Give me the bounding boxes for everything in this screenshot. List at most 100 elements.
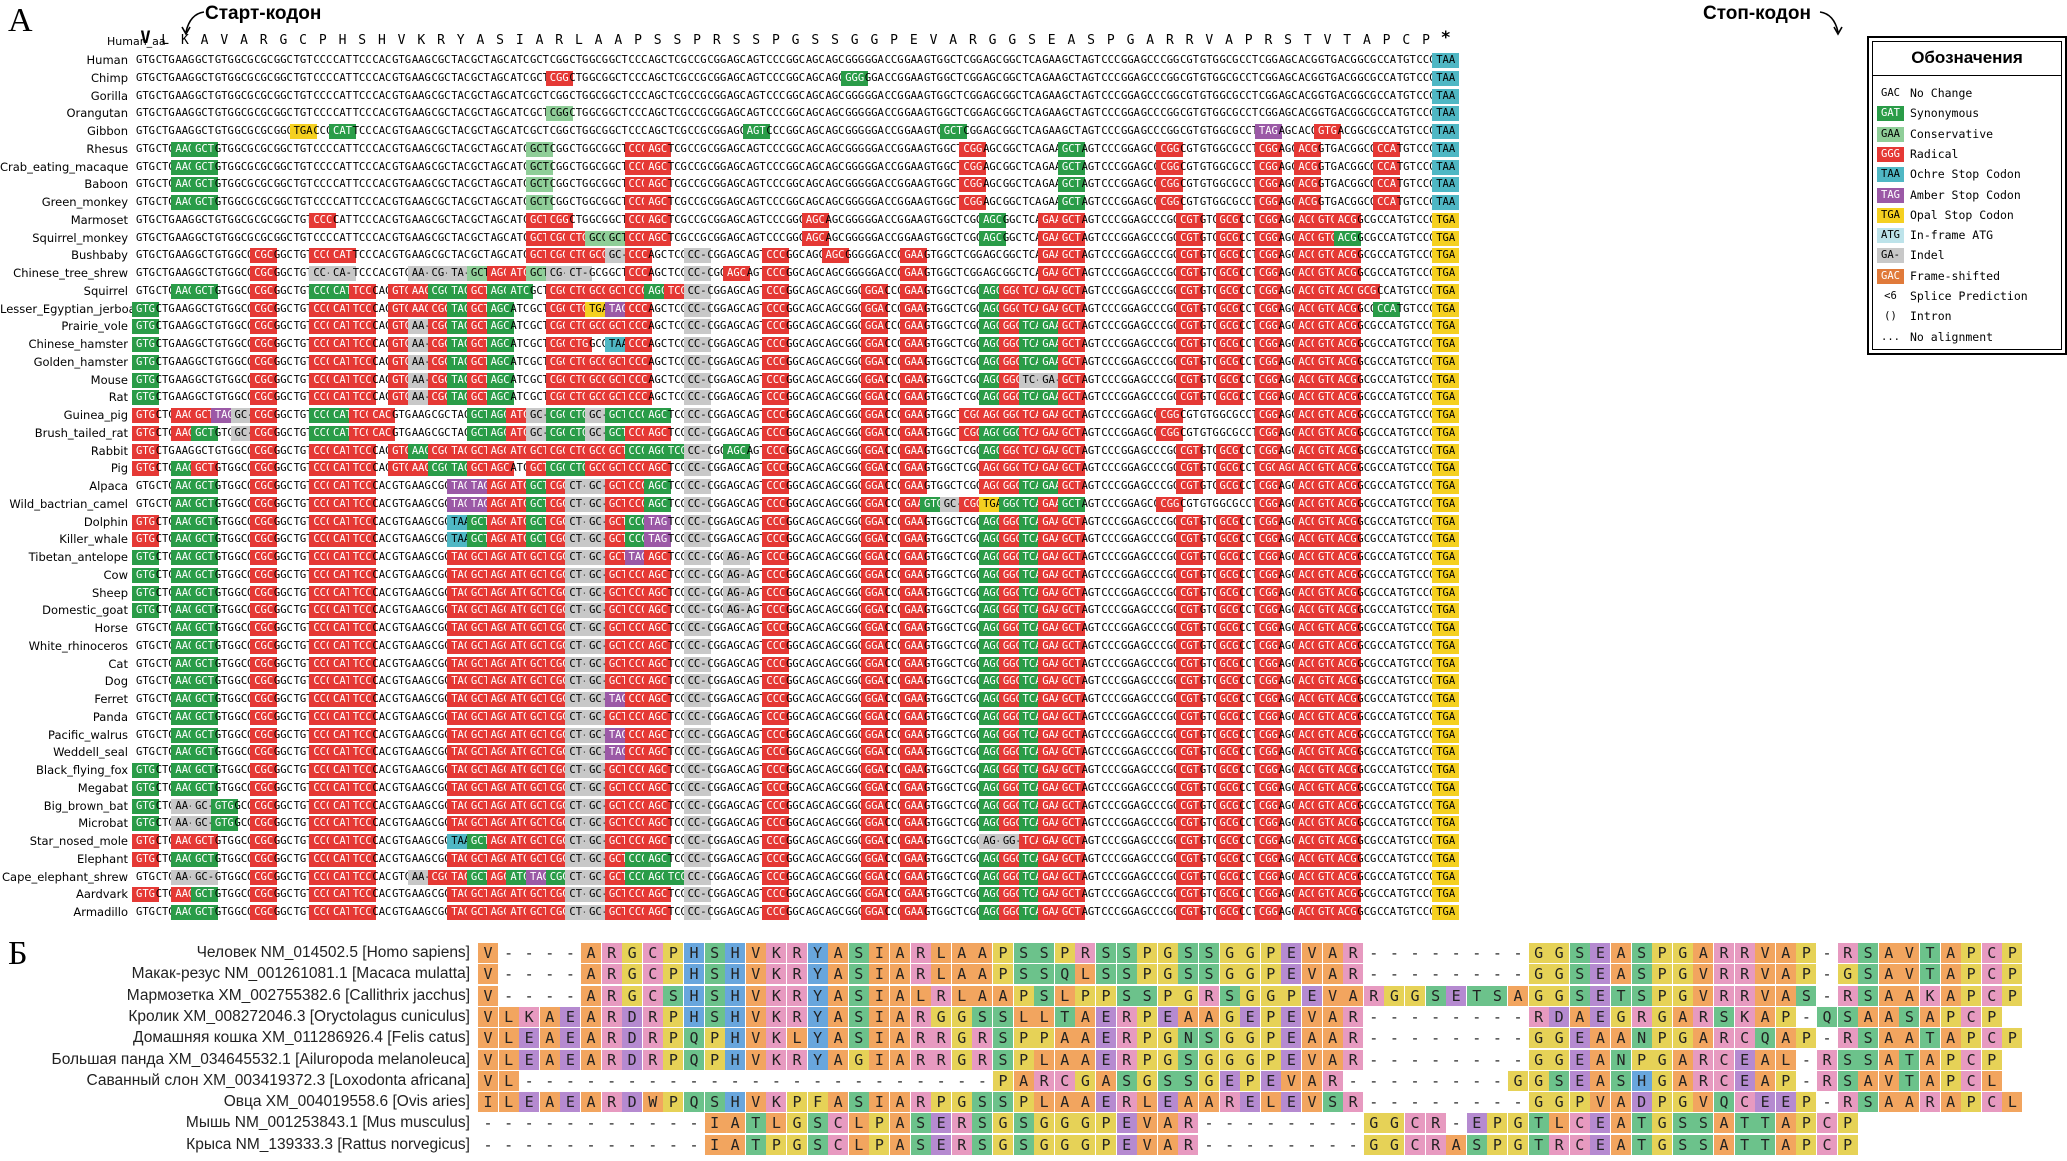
residue-cell: G — [1652, 1006, 1673, 1027]
codon-cell: CGG — [549, 160, 569, 173]
codon-cell: CCC — [1416, 107, 1436, 120]
residue-cell: G — [1549, 1049, 1570, 1070]
residue-cell: - — [1513, 1007, 1523, 1026]
codon-cell: GCT — [530, 54, 549, 66]
species-label: Big_brown_bat — [43, 798, 128, 813]
species-label: Weddell_seal — [53, 745, 128, 760]
codon-cell: GTG — [136, 71, 155, 84]
residue-cell: S — [1116, 985, 1137, 1006]
alignment-row: Rat GTG CTG AAG GCT GTG GCG CGC GGC TGT CCC CAT TCC C… — [0, 389, 1850, 406]
codon-cell: CAC — [372, 160, 392, 173]
codon-cell: GAA — [1042, 107, 1062, 120]
species-label: Panda — [92, 709, 128, 724]
residue-cell: A — [1940, 1028, 1961, 1049]
codon-cell: TGT — [293, 89, 313, 102]
codon-cell: TGA — [1432, 656, 1460, 672]
codon-cell: AGC — [805, 89, 825, 102]
codon-cell: GTG — [924, 142, 943, 155]
codon-cell: TGA — [1432, 425, 1460, 441]
residue-cell: P — [1961, 985, 1982, 1006]
codon-cell: TCA — [1022, 54, 1042, 66]
residue-cell: A — [890, 1006, 910, 1027]
residue-cell: A — [725, 1113, 746, 1134]
residue-cell: R — [1837, 1028, 1858, 1049]
codon-cell: CCA — [1377, 125, 1397, 137]
species-label: Bushbaby — [71, 248, 128, 263]
codon-cell: CCG — [687, 71, 707, 84]
alignment-row: Wild_bactrian_camel GTG CTG AAG GCT GTG GCG CGC… — [0, 496, 1850, 513]
residue-cell: - — [1492, 1029, 1502, 1048]
residue-cell: E — [1260, 1070, 1281, 1091]
residue-cell: P — [1981, 1006, 2002, 1027]
residue-cell: G — [1219, 1028, 1240, 1049]
residue-cell: E — [1281, 964, 1302, 985]
codon-cell: GCG — [1357, 125, 1377, 137]
codon-cell: ACG — [1294, 159, 1322, 175]
human-aa-residue: A — [240, 33, 248, 48]
codon-cell: GTG — [136, 107, 155, 120]
codon-cell: ACG — [1294, 177, 1322, 193]
codon-cell: GCT — [191, 177, 219, 193]
residue-cell: - — [1472, 1050, 1482, 1069]
residue-cell: - — [730, 1071, 740, 1090]
codon-cell: AGT — [742, 124, 770, 139]
codon-cell: AGC — [727, 54, 746, 66]
legend-label: Frame-shifted — [1910, 268, 2001, 283]
residue-cell: W — [642, 1092, 663, 1113]
residue-cell: G — [1363, 1113, 1384, 1134]
residue-cell: L — [498, 1028, 519, 1049]
species-label: Baboon — [84, 177, 128, 192]
residue-cell: S — [1178, 964, 1199, 985]
codon-cell: TCA — [1022, 178, 1042, 191]
codon-cell: GCT — [1057, 159, 1085, 175]
residue-cell: - — [792, 1071, 802, 1090]
residue-cell: K — [1920, 985, 1940, 1006]
codon-cell: TGT — [293, 196, 313, 208]
residue-cell: C — [1714, 1049, 1734, 1070]
alignment-row: Elephant GTG CTG AAG GCT GTG GCG CGC GGC TGT CCC CA… — [0, 851, 1850, 868]
residue-cell: Y — [807, 1028, 828, 1049]
residue-cell: V — [478, 1049, 498, 1070]
residue-cell: - — [1369, 1071, 1379, 1090]
codon-cell: AGT — [746, 178, 766, 191]
codon-cell: AGC — [805, 125, 825, 137]
codon-cell: GTG — [392, 178, 412, 191]
residue-cell: L — [951, 985, 972, 1006]
codon-cell: TGT — [1396, 178, 1416, 191]
codon-cell: GGA — [864, 178, 884, 191]
codon-cell: TAC — [451, 89, 471, 102]
codon-cell: TGA — [1432, 532, 1460, 548]
protein-row: Домашняя кошка XM_011286926.4 [Felis cat… — [0, 1028, 2067, 1049]
codon-cell: GGC — [1002, 107, 1022, 120]
codon-cell: GGC — [786, 196, 806, 208]
codon-cell: CAT — [329, 124, 356, 139]
codon-cell: CGG — [545, 106, 573, 122]
legend-swatch: ... — [1881, 330, 1900, 343]
codon-cell: AGC — [825, 71, 845, 84]
residue-cell: A — [1775, 1134, 1796, 1155]
residue-cell: P — [1940, 1049, 1961, 1070]
residue-cell: V — [1302, 1049, 1322, 1070]
residue-cell: - — [1410, 1093, 1420, 1112]
residue-cell: R — [601, 964, 622, 985]
codon-cell: CGG — [959, 141, 987, 157]
residue-cell: - — [1513, 1093, 1523, 1112]
codon-cell: TGT — [293, 160, 313, 173]
residue-cell: R — [1837, 1092, 1858, 1113]
residue-cell: T — [1755, 1113, 1776, 1134]
codon-cell: AGT — [746, 160, 766, 173]
residue-cell: - — [545, 1135, 555, 1154]
residue-cell: K — [766, 985, 787, 1006]
codon-cell: GTG — [1318, 54, 1337, 66]
codon-cell: GCT — [191, 141, 219, 157]
codon-cell: CCA — [1377, 54, 1397, 66]
codon-cell: AGC — [825, 160, 845, 173]
human-aa-residue: A — [1362, 33, 1371, 48]
codon-cell: GCG — [234, 142, 254, 155]
species-label: Rat — [108, 390, 128, 405]
codon-cell: GCT — [943, 71, 963, 84]
residue-cell: - — [1245, 1135, 1255, 1154]
codon-cell: GCT — [195, 107, 215, 120]
residue-cell: R — [642, 1049, 663, 1070]
residue-cell: - — [1348, 1071, 1358, 1090]
